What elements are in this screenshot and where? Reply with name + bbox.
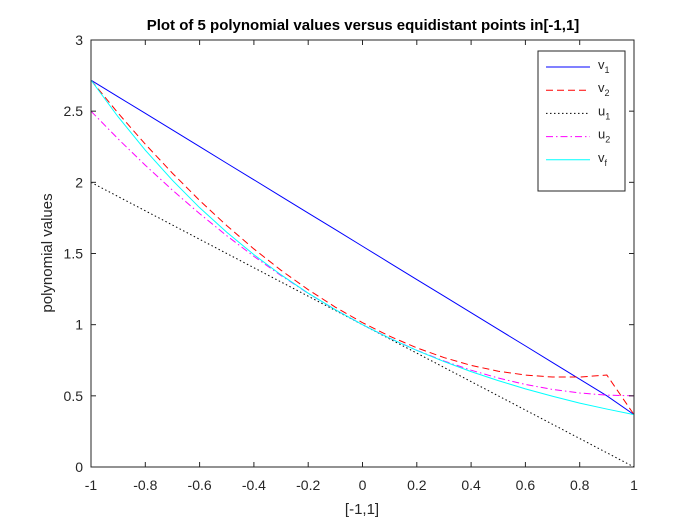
x-tick-label: 0.8 [570, 477, 590, 493]
x-tick-label: -0.4 [242, 477, 266, 493]
x-tick-label: -1 [85, 477, 98, 493]
y-tick-label: 0.5 [64, 388, 84, 404]
series-line-v-2 [90, 79, 635, 415]
series-layer [90, 79, 635, 468]
x-tick-label: 0.2 [407, 477, 427, 493]
series-line-u-2 [90, 110, 635, 397]
y-tick-label: 2 [75, 174, 83, 190]
x-tick-label: 0.4 [461, 477, 481, 493]
x-tick-label: -0.2 [296, 477, 320, 493]
ticks-layer: -1 -0.8 -0.6 -0.4 -0.2 0 0.2 0.4 0.6 0.8 1 0 0.5 1 1.5… [64, 32, 639, 493]
legend-label-v-f: vf [598, 150, 608, 168]
x-tick-label: 0 [359, 477, 367, 493]
x-tick-label: 1 [630, 477, 638, 493]
y-tick-label: 0 [75, 459, 83, 475]
legend-label-v-2: v2 [598, 80, 610, 98]
y-tick-label: 3 [75, 32, 83, 48]
x-tick-label: -0.8 [133, 477, 157, 493]
series-line-v-f [90, 79, 635, 416]
y-axis-label: polynomial values [39, 193, 56, 312]
legend-label-v-1: v1 [598, 57, 610, 75]
y-tick-label: 2.5 [64, 103, 84, 119]
x-tick-label: -0.6 [188, 477, 212, 493]
x-tick-label: 0.6 [516, 477, 536, 493]
series-line-v-1 [90, 79, 635, 416]
legend-box [537, 50, 626, 192]
y-tick-label: 1 [75, 317, 83, 333]
y-tick-label: 1.5 [64, 246, 84, 262]
x-axis-label: [-1,1] [345, 501, 379, 518]
chart-title: Plot of 5 polynomial values versus equid… [147, 17, 580, 34]
